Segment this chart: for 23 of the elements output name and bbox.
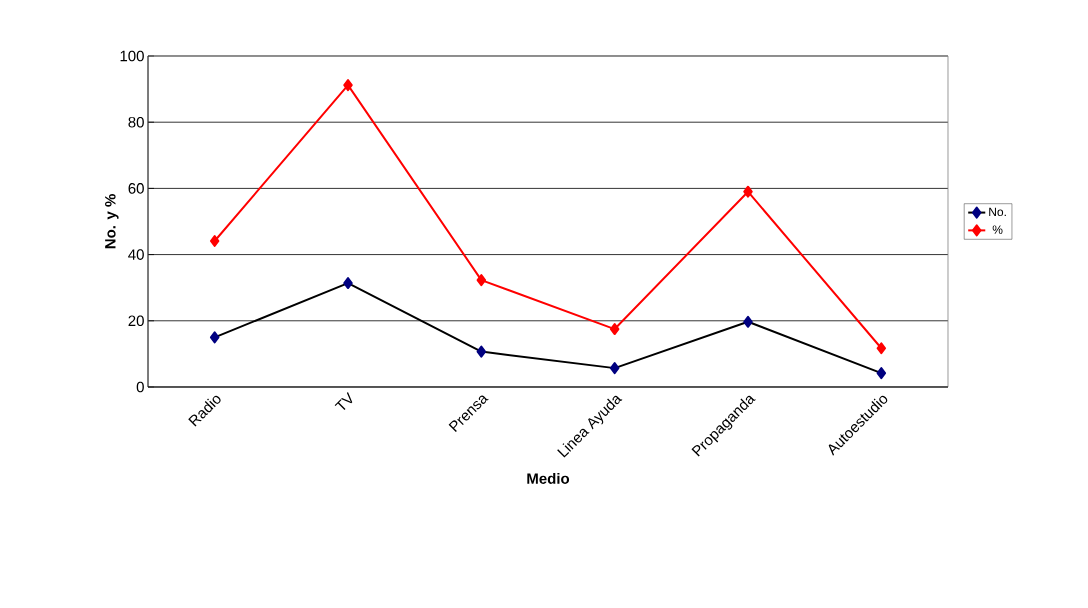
y-tick-label: 100: [120, 50, 144, 62]
point: [876, 342, 887, 355]
point: [476, 274, 487, 287]
point: [609, 323, 620, 336]
point: [209, 331, 220, 344]
point: [876, 367, 887, 380]
legend-label: %: [992, 225, 1003, 234]
x-tick-label: TV: [334, 392, 353, 411]
point: [343, 79, 353, 92]
point: [743, 185, 753, 198]
point: [609, 362, 620, 375]
point: [743, 315, 753, 328]
y-tick-label: 20: [128, 315, 144, 327]
y-axis-title: No. y %: [105, 194, 119, 249]
x-axis-title: Medio: [527, 472, 570, 484]
y-tick-label: 0: [136, 381, 144, 393]
y-tick-label: 80: [128, 116, 144, 128]
y-tick-label: 60: [128, 183, 144, 194]
point: [209, 235, 220, 248]
legend-label: No.: [989, 207, 1006, 217]
y-tick-label: 40: [128, 249, 144, 260]
point: [343, 277, 353, 290]
point: [476, 345, 487, 358]
